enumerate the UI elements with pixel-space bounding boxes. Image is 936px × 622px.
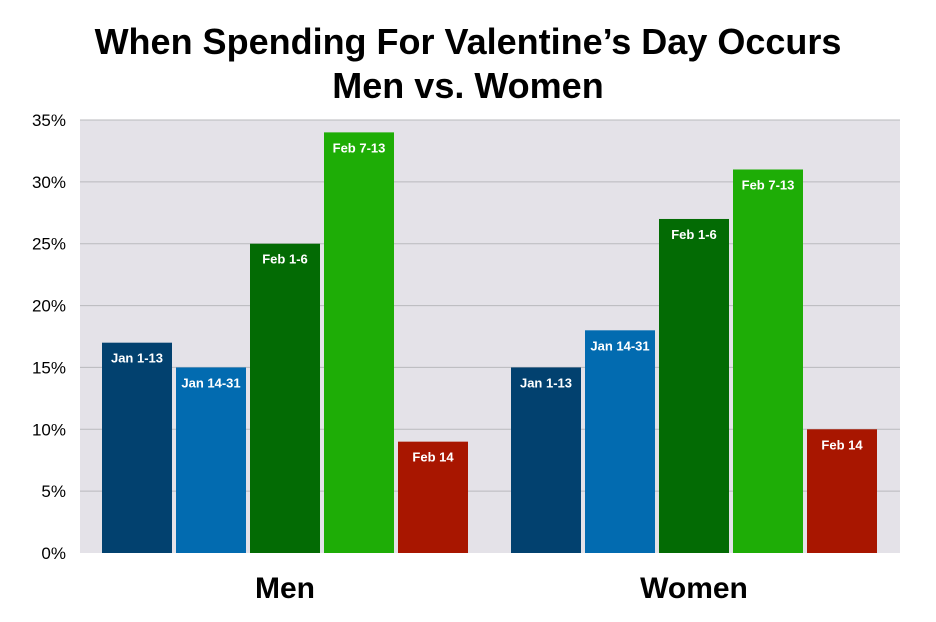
bar-label: Feb 1-6	[671, 227, 717, 242]
bar-label: Jan 1-13	[520, 375, 572, 390]
bar-women-4	[733, 169, 803, 553]
chart-title-line-2: Men vs. Women	[332, 65, 604, 106]
bar-men-2	[176, 367, 246, 553]
bar-men-4	[324, 132, 394, 553]
y-tick-label: 5%	[41, 482, 66, 501]
y-axis-ticks: 0% 5% 10% 15% 20% 25% 30% 35%	[32, 111, 66, 563]
bar-label: Jan 14-31	[590, 338, 649, 353]
chart-title: When Spending For Valentine’s Day Occurs…	[0, 20, 936, 108]
bar-men-1	[102, 342, 172, 553]
bar-men-3	[250, 243, 320, 553]
bars	[102, 132, 877, 553]
x-category-label-women: Women	[640, 572, 748, 605]
y-tick-label: 20%	[32, 297, 66, 316]
bar-women-2	[585, 330, 655, 553]
bar-label: Jan 14-31	[181, 375, 240, 390]
bar-label: Jan 1-13	[111, 351, 163, 366]
bar-label: Feb 14	[412, 450, 454, 465]
y-tick-label: 10%	[32, 420, 66, 439]
y-tick-label: 30%	[32, 173, 66, 192]
bar-women-1	[511, 367, 581, 553]
y-tick-label: 25%	[32, 235, 66, 254]
bar-label: Feb 7-13	[333, 140, 386, 155]
bar-women-3	[659, 218, 729, 553]
y-tick-label: 15%	[32, 358, 66, 377]
bar-men-5	[398, 441, 468, 553]
bar-label: Feb 7-13	[742, 177, 795, 192]
bar-label: Feb 1-6	[262, 252, 308, 267]
y-tick-label: 0%	[41, 544, 66, 563]
y-tick-label: 35%	[32, 111, 66, 130]
x-axis-ticks: Men Women	[255, 572, 748, 605]
x-category-label-men: Men	[255, 572, 315, 605]
bar-women-5	[807, 429, 877, 553]
bar-labels: Jan 1-13 Jan 14-31 Feb 1-6 Feb 7-13 Feb 14 Ja…	[111, 140, 863, 464]
bar-label: Feb 14	[821, 437, 863, 452]
chart-title-line-1: When Spending For Valentine’s Day Occurs	[94, 21, 842, 62]
